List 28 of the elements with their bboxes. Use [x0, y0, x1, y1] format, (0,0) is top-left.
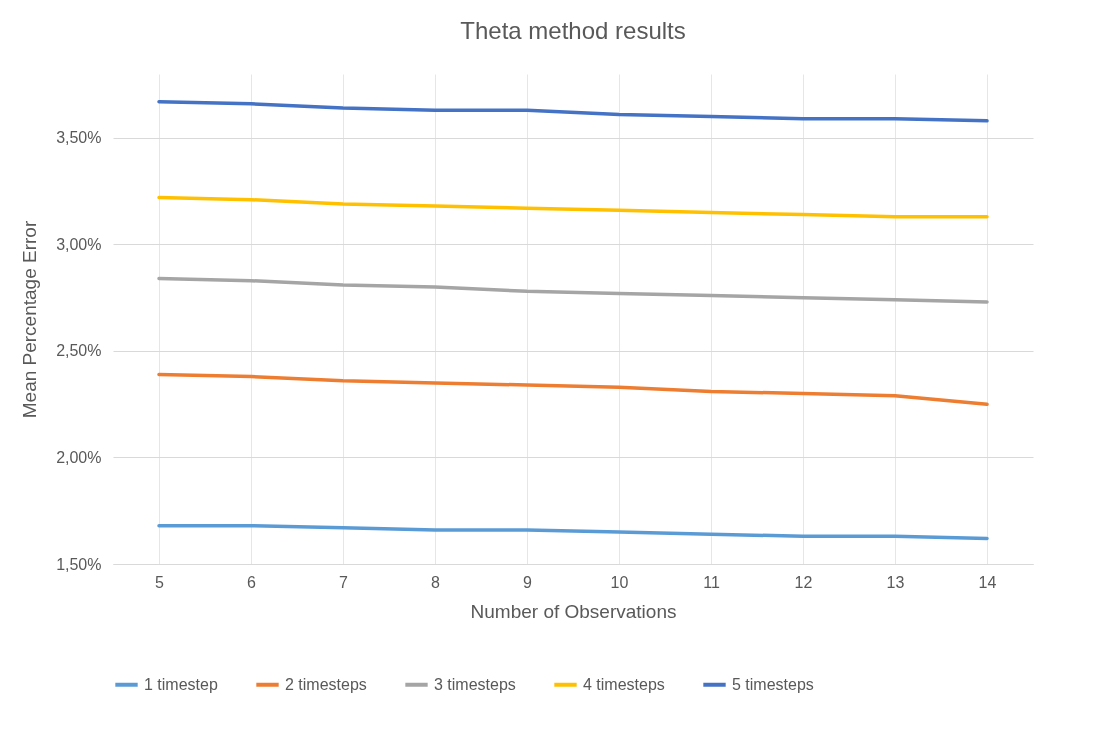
x-tick-label: 6	[247, 573, 257, 591]
line-series	[157, 523, 989, 541]
line-series	[157, 276, 989, 304]
y-tick-label: 2,00%	[56, 448, 102, 466]
line-series	[157, 372, 989, 406]
legend-label: 1 timestep	[144, 675, 218, 693]
line-series	[157, 99, 989, 123]
y-tick-label: 3,00%	[56, 235, 102, 253]
x-tick-label: 7	[339, 573, 349, 591]
x-tick-label: 5	[155, 573, 165, 591]
x-axis-title: Number of Observations	[470, 600, 677, 622]
legend-label: 4 timesteps	[583, 675, 665, 693]
x-tick-label: 10	[610, 573, 629, 591]
y-tick-label: 1,50%	[56, 555, 102, 573]
legend-label: 5 timesteps	[732, 675, 814, 693]
legend-label: 3 timesteps	[434, 675, 516, 693]
x-tick-label: 14	[978, 573, 997, 591]
line-series	[157, 195, 989, 219]
legend-label: 2 timesteps	[285, 675, 367, 693]
x-tick-label: 8	[431, 573, 441, 591]
y-axis-title: Mean Percentage Error	[19, 220, 41, 419]
y-tick-label: 2,50%	[56, 342, 102, 360]
chart-title: Theta method results	[460, 17, 686, 44]
x-tick-label: 12	[794, 573, 813, 591]
x-tick-label: 13	[886, 573, 905, 591]
x-tick-label: 11	[703, 573, 720, 591]
x-tick-label: 9	[523, 573, 533, 591]
y-tick-label: 3,50%	[56, 129, 102, 147]
